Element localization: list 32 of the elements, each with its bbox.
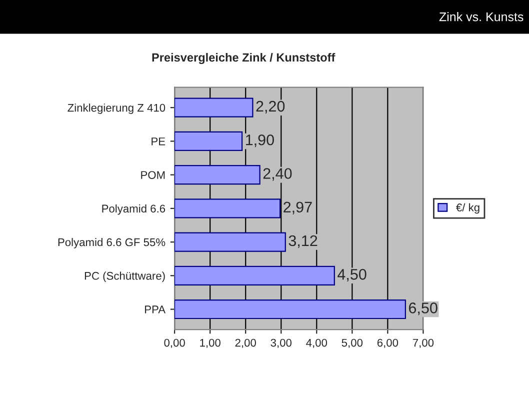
x-tick-label: 1,00 bbox=[200, 338, 220, 348]
y-tick-label: Polyamid 6.6 GF 55% bbox=[58, 238, 166, 248]
x-tick-label: 0,00 bbox=[164, 338, 185, 348]
text: 6,50 bbox=[408, 302, 438, 316]
chart-title: Preisvergleiche Zink / Kunststoff bbox=[152, 52, 336, 64]
bar bbox=[174, 131, 243, 151]
y-tick-label: Zinklegierung Z 410 bbox=[68, 104, 166, 114]
legend-label: €/ kg bbox=[456, 203, 480, 214]
y-tick-label: POM bbox=[141, 171, 165, 179]
bar bbox=[174, 299, 406, 320]
x-tick-label: 4,00 bbox=[306, 338, 328, 348]
text: 2,40 bbox=[263, 168, 292, 181]
y-tick-label: PC (Schüttware) bbox=[84, 272, 165, 282]
x-tick-label: 2,00 bbox=[235, 338, 256, 348]
y-tick-label: PE bbox=[152, 138, 166, 146]
bar bbox=[174, 232, 286, 252]
x-tick-label: 6,00 bbox=[377, 338, 398, 348]
x-tick-label: 5,00 bbox=[342, 338, 363, 348]
text: 2,20 bbox=[256, 100, 285, 114]
y-tick-label: PPA bbox=[145, 306, 166, 314]
bar bbox=[174, 198, 281, 218]
text: 1,90 bbox=[246, 134, 274, 148]
text: 3,12 bbox=[288, 235, 318, 248]
text: Zink vs. Kunsts bbox=[439, 12, 524, 22]
bar bbox=[174, 165, 260, 185]
x-tick-label: 7,00 bbox=[412, 338, 434, 348]
text: 2,97 bbox=[284, 202, 312, 214]
x-tick-label: 3,00 bbox=[270, 338, 292, 348]
y-tick-label: Polyamid 6.6 bbox=[102, 204, 166, 215]
bar bbox=[174, 98, 254, 118]
text: 4,50 bbox=[338, 268, 366, 282]
bar bbox=[174, 266, 335, 286]
